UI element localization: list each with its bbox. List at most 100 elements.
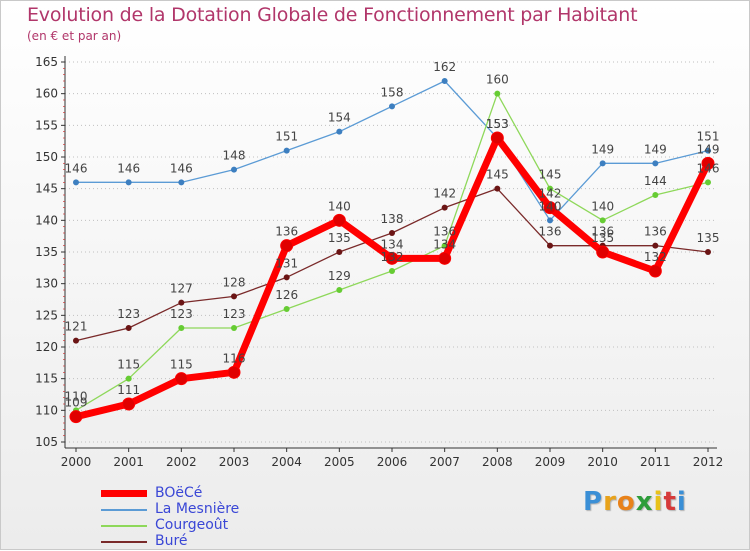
- data-label: 153: [486, 117, 509, 131]
- data-label: 123: [117, 307, 140, 321]
- data-label: 140: [539, 199, 562, 213]
- data-point: [178, 299, 185, 306]
- logo-letter: P: [583, 487, 604, 517]
- data-point: [336, 249, 343, 255]
- data-point: [125, 179, 132, 186]
- y-tick-label: 115: [35, 372, 58, 386]
- logo-letter: x: [635, 487, 654, 517]
- x-tick-label: 2008: [482, 455, 513, 469]
- data-label: 151: [275, 130, 298, 144]
- data-label: 136: [539, 225, 562, 239]
- data-label: 142: [539, 187, 562, 201]
- data-point: [441, 78, 448, 84]
- data-point: [441, 204, 448, 211]
- x-tick-label: 2004: [271, 455, 302, 469]
- data-point: [332, 213, 346, 227]
- proxiti-logo: Proxiti: [583, 487, 687, 517]
- data-label: 149: [644, 142, 667, 156]
- y-tick-label: 110: [35, 403, 58, 417]
- logo-letter: i: [653, 487, 664, 517]
- data-point: [178, 179, 185, 186]
- data-point: [652, 242, 659, 249]
- legend-label-bure: Buré: [155, 533, 188, 549]
- data-label: 127: [170, 282, 193, 296]
- data-point: [231, 325, 237, 331]
- x-tick-label: 2003: [219, 455, 250, 469]
- data-point: [599, 217, 606, 224]
- y-tick-label: 165: [35, 55, 58, 69]
- x-tick-label: 2006: [377, 455, 408, 469]
- legend-item-courgeout: Courgeoût: [101, 517, 321, 533]
- data-label: 153: [486, 117, 509, 131]
- data-label: 145: [486, 168, 509, 182]
- data-label: 135: [328, 231, 351, 245]
- data-label: 123: [170, 307, 193, 321]
- y-tick-label: 105: [35, 435, 58, 449]
- data-point: [389, 230, 395, 236]
- y-tick-label: 155: [35, 118, 58, 132]
- data-point: [494, 90, 501, 97]
- data-label: 121: [65, 320, 88, 334]
- data-label: 136: [275, 225, 298, 239]
- x-tick-label: 2009: [535, 455, 566, 469]
- data-label: 151: [697, 130, 720, 144]
- data-label: 110: [65, 389, 88, 403]
- data-point: [280, 239, 294, 253]
- data-label: 123: [223, 307, 246, 321]
- data-label: 134: [433, 237, 456, 251]
- data-label: 162: [433, 60, 456, 74]
- data-label: 132: [644, 250, 667, 264]
- data-point: [336, 287, 343, 293]
- data-point: [543, 201, 557, 215]
- data-point: [490, 131, 504, 145]
- data-point: [122, 397, 136, 411]
- logo-letter: t: [663, 487, 677, 517]
- x-tick-label: 2001: [113, 455, 144, 469]
- data-point: [701, 156, 715, 170]
- data-label: 138: [381, 212, 404, 226]
- x-tick-label: 2012: [693, 455, 724, 469]
- data-label: 115: [117, 358, 140, 372]
- x-tick-label: 2010: [587, 455, 618, 469]
- data-label: 140: [591, 199, 614, 213]
- legend-swatch-la-mesniere: [101, 509, 147, 511]
- legend-label-boece: BOëCé: [155, 485, 203, 501]
- logo-letter: o: [616, 487, 636, 517]
- data-label: 109: [65, 396, 88, 410]
- data-point: [599, 160, 606, 167]
- data-label: 149: [591, 142, 614, 156]
- data-point: [336, 128, 343, 135]
- data-point: [648, 264, 662, 278]
- data-point: [547, 185, 553, 192]
- y-tick-label: 160: [35, 87, 58, 101]
- x-tick-label: 2011: [640, 455, 671, 469]
- data-point: [73, 337, 79, 344]
- data-point: [705, 147, 711, 154]
- data-label: 149: [697, 142, 720, 156]
- x-tick-label: 2007: [429, 455, 460, 469]
- x-tick-label: 2005: [324, 455, 355, 469]
- y-tick-label: 140: [35, 213, 58, 227]
- series-line: [72, 134, 712, 421]
- data-label: 136: [433, 225, 456, 239]
- y-tick-label: 125: [35, 308, 58, 322]
- data-label: 115: [170, 358, 193, 372]
- logo-letter: r: [603, 487, 617, 517]
- data-point: [385, 251, 399, 265]
- data-label: 136: [644, 225, 667, 239]
- data-point: [652, 160, 659, 167]
- data-point: [494, 185, 501, 192]
- data-point: [438, 251, 452, 265]
- data-point: [705, 179, 711, 186]
- data-label: 146: [697, 161, 720, 175]
- data-point: [283, 274, 290, 281]
- data-label: 131: [275, 256, 298, 270]
- data-label: 144: [644, 174, 667, 188]
- data-label: 145: [539, 168, 562, 182]
- data-label: 111: [117, 383, 140, 397]
- data-point: [125, 375, 132, 382]
- legend-item-boece: BOëCé: [101, 485, 321, 501]
- x-tick-label: 2000: [61, 455, 92, 469]
- data-label: 135: [697, 231, 720, 245]
